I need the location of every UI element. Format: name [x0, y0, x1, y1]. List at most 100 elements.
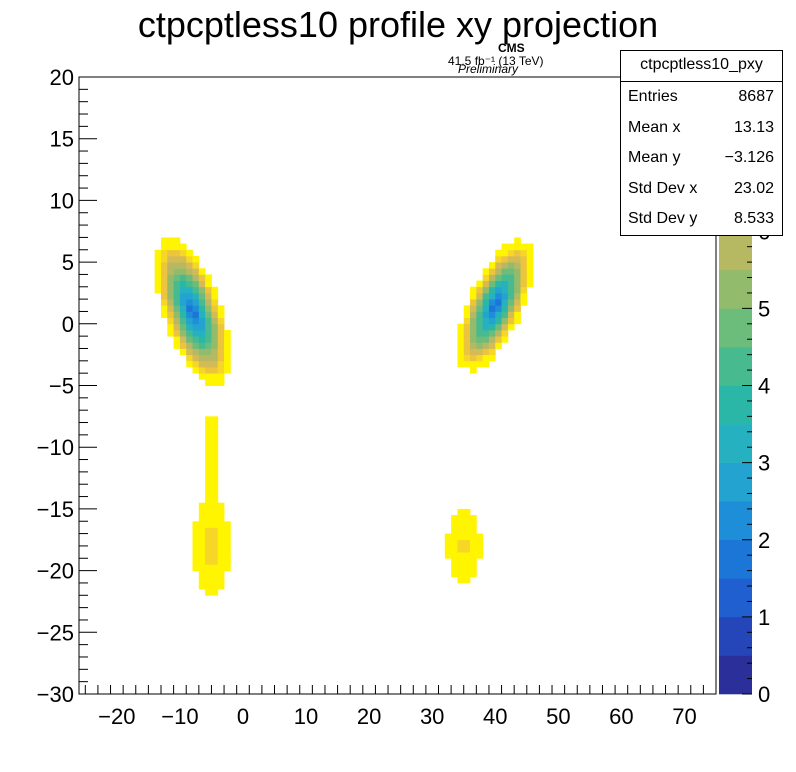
- heatmap-cell: [198, 366, 206, 374]
- heatmap-cell: [463, 564, 471, 571]
- heatmap-cell: [186, 360, 193, 368]
- heatmap-cell: [211, 527, 219, 534]
- heatmap-cell: [211, 478, 219, 485]
- heatmap-cell: [179, 348, 187, 356]
- heatmap-cell: [495, 262, 502, 269]
- heatmap-cell: [186, 323, 193, 331]
- heatmap-cell: [205, 428, 212, 436]
- heatmap-cell: [211, 515, 219, 522]
- heatmap-cell: [217, 527, 225, 534]
- heatmap-cell: [488, 274, 496, 282]
- heatmap-cell: [495, 305, 502, 312]
- heatmap-cell: [186, 348, 193, 356]
- heatmap-cell: [192, 545, 200, 553]
- y-tick-label: 5: [62, 250, 74, 275]
- heatmap-cell: [160, 268, 168, 275]
- heatmap-cell: [186, 354, 193, 362]
- heatmap-cell: [488, 286, 496, 294]
- heatmap-cell: [192, 348, 200, 356]
- heatmap-cell: [495, 286, 502, 294]
- heatmap-cell: [476, 545, 484, 553]
- heatmap-cell: [217, 533, 225, 541]
- heatmap-cell: [173, 336, 181, 343]
- heatmap-cell: [167, 268, 175, 275]
- heatmap-cell: [451, 521, 458, 528]
- heatmap-cell: [507, 280, 515, 288]
- heatmap-cell: [488, 348, 496, 356]
- heatmap-cell: [211, 416, 219, 423]
- heatmap-cell: [457, 360, 465, 368]
- heatmap-cell: [205, 453, 212, 460]
- stats-box: ctpcptless10_pxy Entries 8687 Mean x 13.…: [620, 50, 783, 236]
- heatmap-cell: [186, 305, 193, 312]
- heatmap-cell: [173, 274, 181, 282]
- heatmap-cell: [205, 515, 212, 522]
- heatmap-cell: [211, 434, 219, 442]
- color-scale-band: [719, 578, 752, 618]
- stats-key: Entries: [628, 88, 678, 105]
- heatmap-cell: [173, 255, 181, 263]
- heatmap-cell: [179, 255, 187, 263]
- heatmap-cell: [211, 342, 219, 349]
- heatmap-cell: [217, 311, 225, 319]
- heatmap-cell: [507, 262, 515, 269]
- heatmap-cell: [211, 459, 219, 467]
- heatmap-cell: [211, 366, 219, 374]
- heatmap-cell: [167, 317, 175, 325]
- heatmap-cell: [211, 286, 219, 294]
- heatmap-cell: [211, 521, 219, 528]
- heatmap-cell: [224, 336, 231, 343]
- x-tick-label: 70: [672, 704, 696, 729]
- heatmap-cell: [211, 305, 219, 312]
- heatmap-cell: [217, 317, 225, 325]
- heatmap-cell: [211, 422, 219, 430]
- heatmap-cell: [224, 552, 231, 559]
- heatmap-cell: [482, 360, 490, 368]
- heatmap-cell: [205, 539, 212, 547]
- heatmap-cell: [476, 348, 484, 356]
- heatmap-cell: [211, 465, 219, 473]
- heatmap-cell: [160, 311, 168, 319]
- heatmap-cell: [224, 366, 231, 374]
- heatmap-cell: [217, 323, 225, 331]
- heatmap-cell: [451, 539, 458, 547]
- heatmap-cell: [482, 354, 490, 362]
- heatmap-cell: [463, 539, 471, 547]
- heatmap-cell: [179, 268, 187, 275]
- heatmap-cell: [470, 527, 477, 534]
- heatmap-cell: [463, 533, 471, 541]
- heatmap-cell: [488, 268, 496, 275]
- heatmap-cell: [179, 286, 187, 294]
- heatmap-cell: [451, 515, 458, 522]
- heatmap-cell: [192, 317, 200, 325]
- heatmap-cell: [167, 299, 175, 306]
- heatmap-cell: [495, 268, 502, 275]
- heatmap-cell: [205, 336, 212, 343]
- heatmap-cells: [154, 237, 534, 596]
- heatmap-cell: [198, 576, 206, 584]
- heatmap-cell: [160, 292, 168, 300]
- heatmap-cell: [173, 243, 181, 251]
- heatmap-cell: [526, 274, 534, 282]
- stats-value: −3.126: [724, 149, 774, 167]
- heatmap-cell: [457, 336, 465, 343]
- heatmap-cell: [205, 490, 212, 497]
- heatmap-cell: [186, 255, 193, 263]
- x-tick-label: 50: [546, 704, 570, 729]
- heatmap-cell: [154, 274, 162, 282]
- heatmap-cell: [186, 311, 193, 319]
- cms-label: CMS: [498, 41, 525, 55]
- heatmap-cell: [470, 317, 477, 325]
- heatmap-cell: [217, 576, 225, 584]
- stats-key: Mean y: [628, 149, 681, 167]
- y-tick-label: −20: [37, 559, 74, 584]
- heatmap-cell: [463, 545, 471, 553]
- heatmap-cell: [198, 292, 206, 300]
- x-tick-label: −10: [161, 704, 198, 729]
- heatmap-cell: [186, 299, 193, 306]
- heatmap-cell: [198, 508, 206, 516]
- heatmap-cell: [211, 317, 219, 325]
- heatmap-cell: [205, 311, 212, 319]
- heatmap-cell: [520, 274, 528, 282]
- heatmap-cell: [192, 280, 200, 288]
